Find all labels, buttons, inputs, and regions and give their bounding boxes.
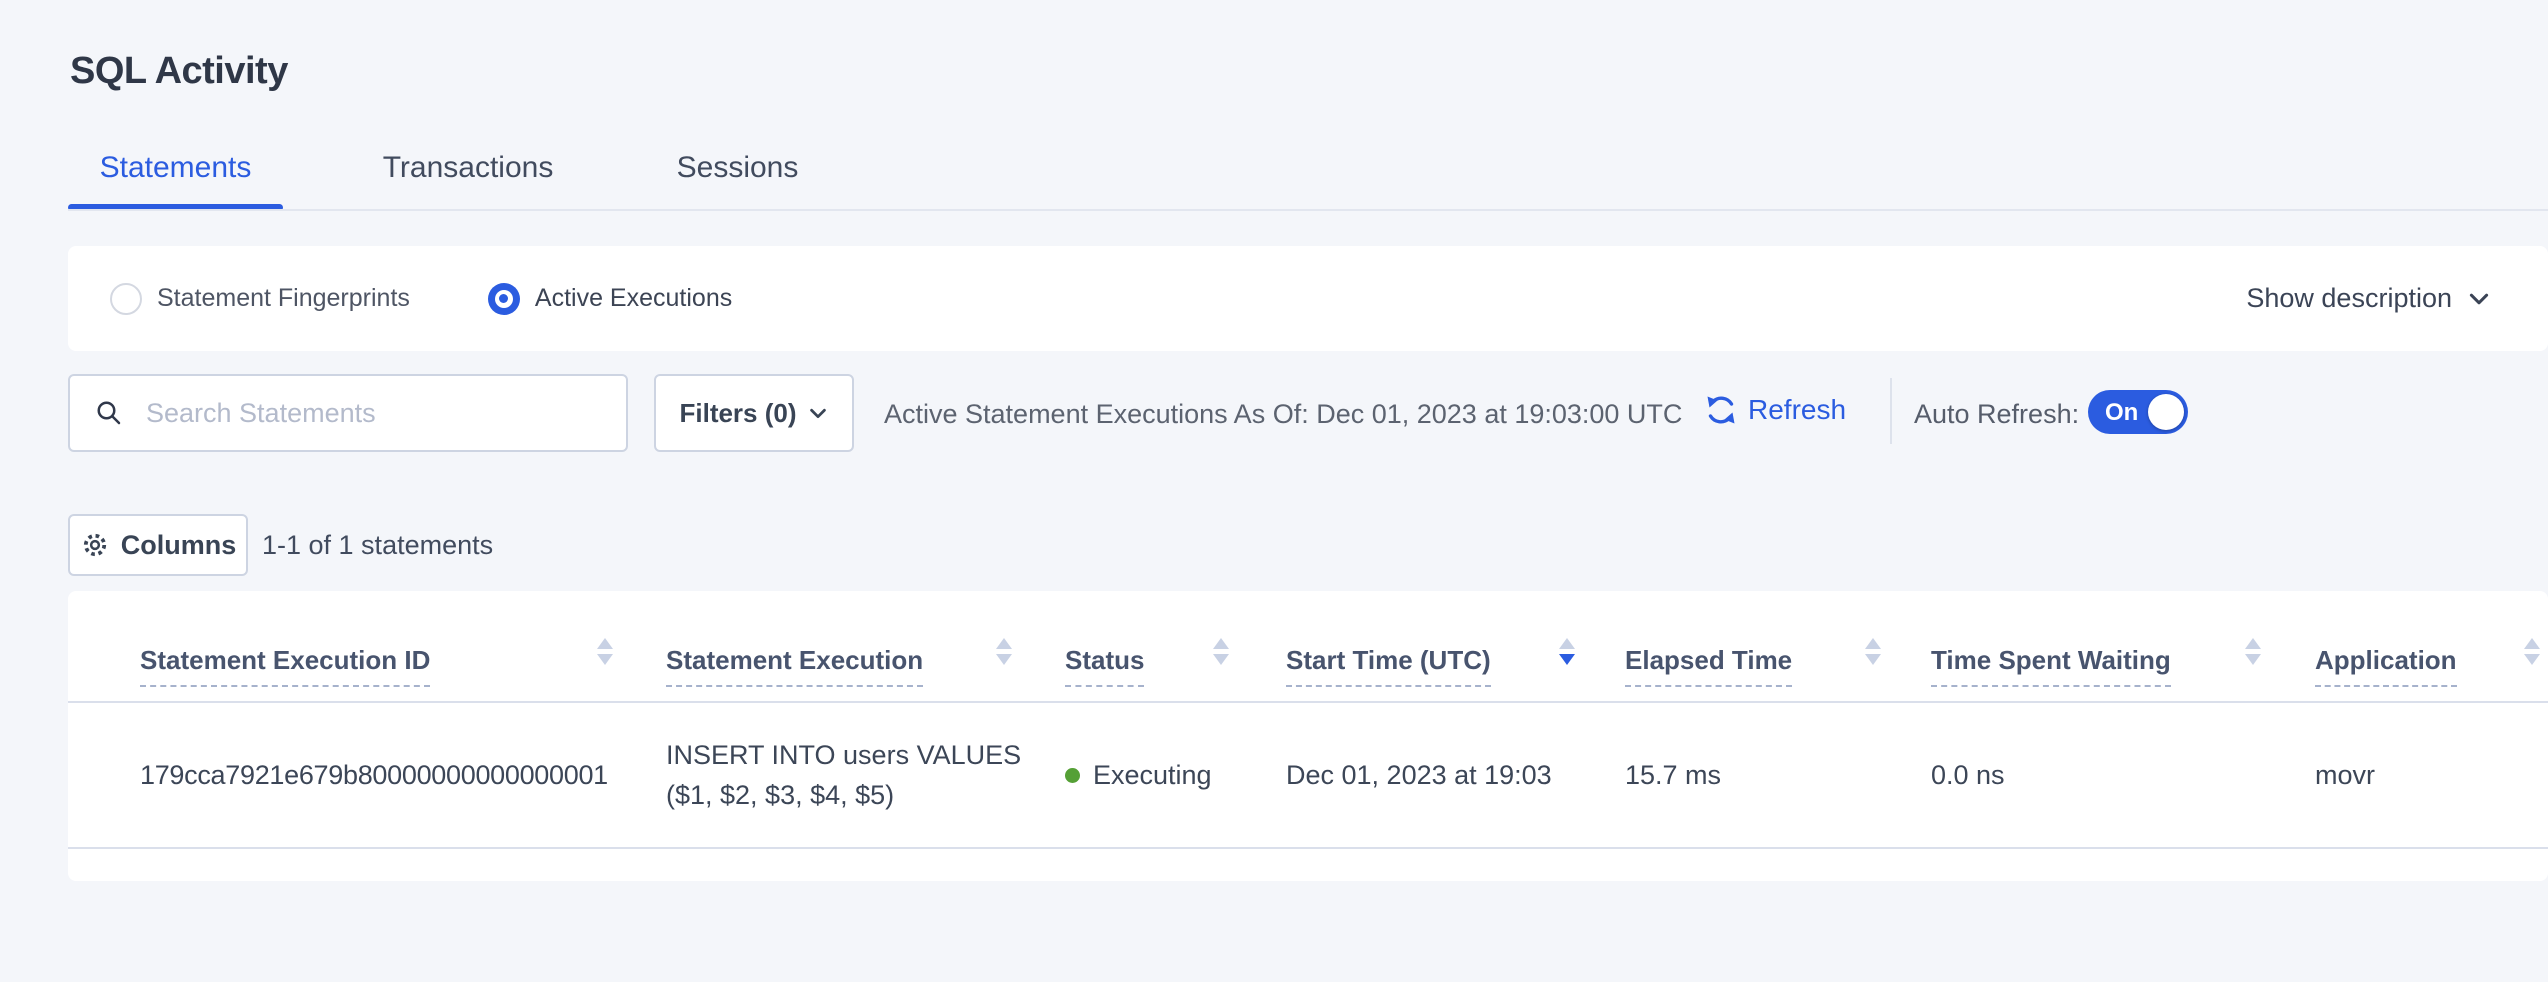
toggle-knob (2148, 394, 2184, 430)
sort-arrows-icon[interactable] (996, 638, 1012, 665)
controls-divider (1890, 378, 1892, 444)
table-row: 179cca7921e679b80000000000000001 INSERT … (68, 703, 2548, 849)
active-executions-radio[interactable] (487, 282, 520, 315)
column-header-elapsed-time[interactable]: Elapsed Time (1625, 638, 1931, 701)
page-title: SQL Activity (70, 50, 288, 92)
view-mode-card: Statement Fingerprints Active Executions… (68, 246, 2548, 351)
tab-transactions[interactable]: Transactions (382, 151, 554, 184)
filters-button[interactable]: Filters (0) (654, 374, 854, 452)
status-executing-dot-icon (1065, 767, 1080, 783)
column-header-time-spent-waiting[interactable]: Time Spent Waiting (1931, 638, 2315, 701)
statement-fingerprints-label[interactable]: Statement Fingerprints (157, 284, 410, 312)
show-description-label: Show description (2246, 283, 2452, 313)
statement-execution-cell[interactable]: INSERT INTO users VALUES ($1, $2, $3, $4… (666, 740, 1022, 810)
filters-label: Filters (0) (679, 397, 797, 428)
chevron-down-icon (807, 402, 829, 424)
refresh-button[interactable]: Refresh (1703, 392, 1846, 428)
sort-arrows-icon[interactable] (2245, 638, 2261, 665)
statement-fingerprints-radio[interactable] (110, 282, 142, 315)
columns-label: Columns (120, 529, 237, 560)
tabs-divider (68, 209, 2548, 211)
column-header-status[interactable]: Status (1065, 638, 1286, 701)
table-header-row: Statement Execution ID Statement Executi… (68, 591, 2548, 703)
column-header-start-time[interactable]: Start Time (UTC) (1286, 638, 1625, 701)
refresh-icon (1703, 392, 1739, 428)
column-header-statement-execution[interactable]: Statement Execution (666, 638, 1065, 701)
search-input[interactable] (68, 374, 628, 452)
column-header-application[interactable]: Application (2315, 638, 2548, 701)
tab-sessions[interactable]: Sessions (676, 151, 799, 184)
tab-statements[interactable]: Statements (99, 151, 252, 184)
as-of-timestamp: Active Statement Executions As Of: Dec 0… (884, 399, 1683, 429)
statements-table: Statement Execution ID Statement Executi… (68, 591, 2548, 881)
time-spent-waiting-cell: 0.0 ns (1931, 759, 2005, 790)
active-executions-label[interactable]: Active Executions (534, 284, 733, 312)
search-icon (94, 398, 124, 428)
chevron-down-icon (2466, 286, 2492, 312)
auto-refresh-state: On (2105, 399, 2139, 426)
active-tab-indicator (68, 204, 283, 211)
status-badge: Executing (1093, 759, 1212, 790)
application-cell: movr (2315, 759, 2375, 790)
statement-execution-id-cell[interactable]: 179cca7921e679b80000000000000001 (140, 759, 608, 790)
elapsed-time-cell: 15.7 ms (1625, 759, 1722, 790)
start-time-cell: Dec 01, 2023 at 19:03 (1286, 759, 1552, 790)
refresh-label: Refresh (1748, 394, 1847, 425)
sort-arrows-icon[interactable] (597, 638, 613, 665)
columns-button[interactable]: Columns (68, 514, 248, 576)
sort-arrows-icon[interactable] (1213, 638, 1229, 665)
auto-refresh-label: Auto Refresh: (1914, 399, 2080, 429)
sort-arrows-icon[interactable] (1865, 638, 1881, 665)
status-cell: Executing (1065, 760, 1286, 791)
auto-refresh-toggle[interactable]: On (2088, 390, 2188, 434)
gear-icon (80, 530, 110, 560)
sort-arrows-icon[interactable] (2524, 638, 2540, 665)
sort-arrows-icon-active-desc[interactable] (1559, 638, 1575, 665)
column-header-statement-execution-id[interactable]: Statement Execution ID (140, 638, 666, 701)
show-description-button[interactable]: Show description (2246, 283, 2492, 314)
result-count: 1-1 of 1 statements (262, 530, 494, 560)
